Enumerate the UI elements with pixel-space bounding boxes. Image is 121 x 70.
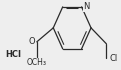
Text: N: N (83, 2, 90, 11)
Text: OCH₃: OCH₃ (27, 58, 47, 67)
Text: O: O (28, 37, 35, 46)
Text: Cl: Cl (109, 54, 118, 63)
Text: HCl: HCl (5, 50, 21, 59)
